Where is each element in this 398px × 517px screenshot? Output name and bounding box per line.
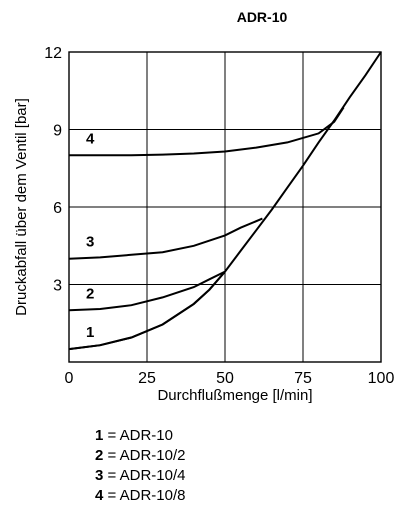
legend: 1 = ADR-10 2 = ADR-10/2 3 = ADR-10/4 4 =…	[95, 426, 185, 506]
legend-text: = ADR-10/4	[103, 467, 186, 484]
legend-number: 3	[95, 467, 104, 484]
legend-number: 2	[95, 447, 104, 464]
legend-item-2: 2 = ADR-10/2	[95, 446, 185, 466]
series-line-1	[68, 270, 226, 351]
legend-item-1: 1 = ADR-10	[95, 426, 185, 446]
x-tick-label: 50	[216, 370, 234, 387]
x-axis-label: Durchflußmenge [l/min]	[157, 387, 312, 404]
y-tick-label: 6	[53, 200, 62, 217]
series-label-4: 4	[86, 130, 95, 147]
series-line-4	[69, 106, 345, 157]
y-axis-label: Druckabfall über dem Ventil [bar]	[13, 98, 30, 316]
legend-number: 4	[95, 487, 104, 504]
legend-number: 1	[95, 427, 104, 444]
x-tick-label: 75	[294, 370, 312, 387]
legend-text: = ADR-10	[103, 427, 173, 444]
series-line-3	[68, 217, 263, 260]
x-tick-label: 0	[65, 370, 74, 387]
legend-text: = ADR-10/2	[103, 447, 186, 464]
series-label-1: 1	[86, 324, 94, 341]
y-tick-label: 3	[53, 278, 62, 295]
x-tick-label: 100	[368, 370, 395, 387]
chart-title: ADR-10	[237, 9, 288, 25]
x-tick-label: 25	[138, 370, 156, 387]
series-line-2	[68, 270, 226, 312]
y-tick-label: 12	[44, 45, 62, 62]
series-label-2: 2	[86, 285, 94, 302]
series-label-3: 3	[86, 234, 94, 251]
legend-item-3: 3 = ADR-10/4	[95, 466, 185, 486]
legend-text: = ADR-10/8	[103, 487, 186, 504]
y-tick-label: 9	[53, 123, 62, 140]
plot-frame	[68, 51, 382, 363]
legend-item-4: 4 = ADR-10/8	[95, 486, 185, 506]
